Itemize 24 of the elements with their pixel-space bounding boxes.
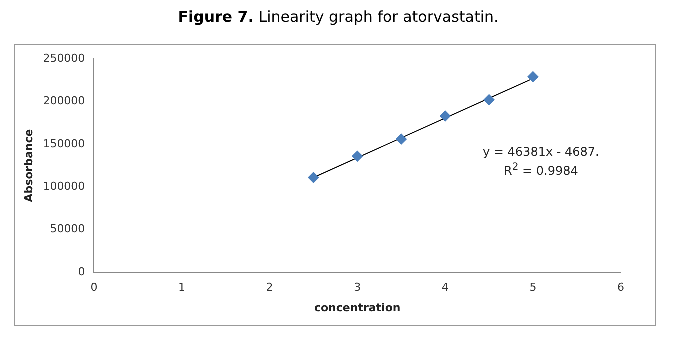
y-axis-title: Absorbance — [22, 129, 36, 202]
chart-title: Figure 7. Linearity graph for atorvastatin. — [177, 8, 500, 26]
y-tick-label: 50000 — [50, 222, 86, 236]
y-tick-label: 150000 — [43, 137, 86, 150]
point — [308, 172, 320, 184]
x-tick-label: 2 — [266, 281, 274, 294]
x-tick-label: 5 — [530, 281, 537, 294]
x-tick-label: 6 — [618, 281, 624, 294]
x-tick-label: 0 — [90, 281, 98, 294]
point — [484, 94, 495, 106]
x-tick-label: 3 — [354, 281, 362, 294]
x-tick-label: 4 — [442, 281, 449, 294]
point — [440, 110, 451, 122]
y-tick-label: 100000 — [43, 180, 86, 194]
y-tick-label: 200000 — [43, 94, 86, 108]
point — [528, 71, 539, 82]
x-tick-label: 1 — [178, 281, 186, 294]
x-axis-title: concentration — [314, 301, 401, 314]
point — [352, 150, 364, 162]
annotation: R$^{2}$ = 0.9984 — [502, 161, 580, 179]
annotation: y = 46381x - 4687. — [483, 145, 600, 160]
y-tick-label: 250000 — [43, 52, 86, 65]
point — [396, 134, 407, 145]
y-tick-label: 0 — [78, 265, 86, 278]
